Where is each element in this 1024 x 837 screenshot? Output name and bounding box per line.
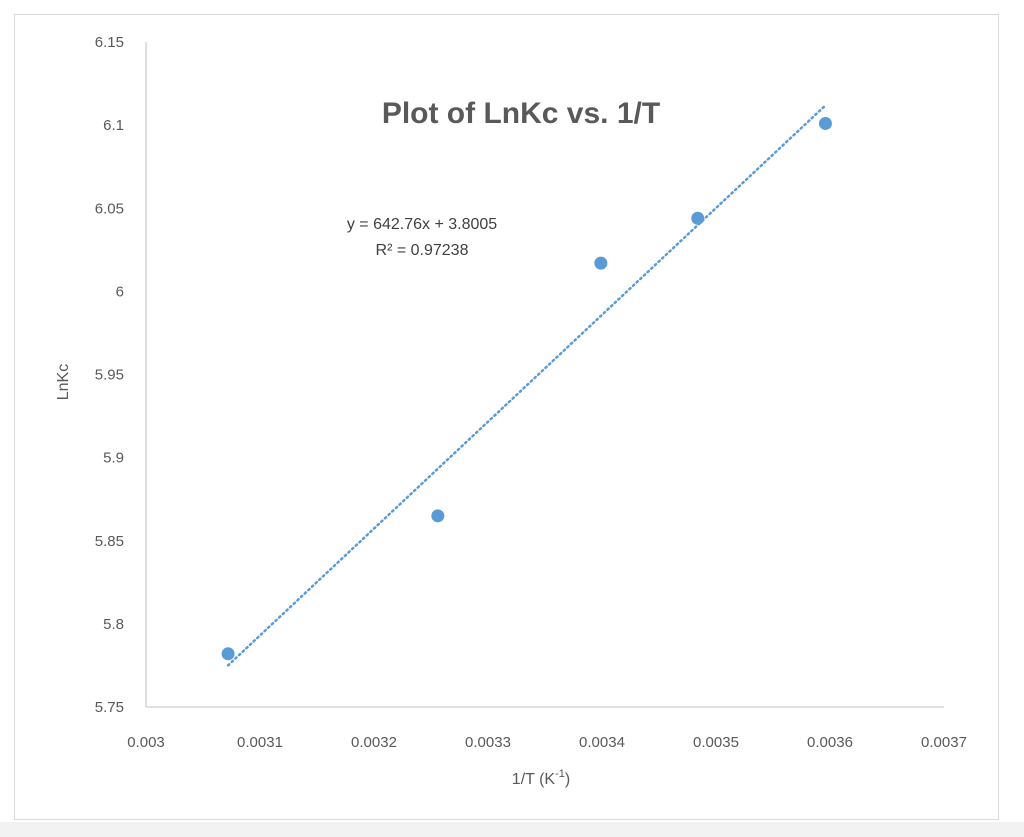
y-tick-label: 5.85	[95, 533, 124, 550]
trendline-r-squared: R² = 0.97238	[376, 242, 469, 259]
x-tick-label: 0.0032	[351, 734, 397, 751]
x-axis-title: 1/T (K-1)	[512, 768, 570, 788]
y-tick-label: 5.8	[103, 616, 124, 633]
y-tick-label: 6	[116, 283, 124, 300]
data-points	[221, 116, 832, 661]
y-tick-label: 5.9	[103, 450, 124, 467]
x-tick-label: 0.0034	[579, 734, 625, 751]
x-tick-label: 0.0033	[465, 734, 511, 751]
data-point	[594, 256, 608, 270]
y-tick-label: 5.75	[95, 699, 124, 716]
x-tick-label: 0.0036	[807, 734, 853, 751]
axes	[145, 42, 944, 708]
x-tick-label: 0.003	[127, 734, 165, 751]
y-tick-label: 6.05	[95, 200, 124, 217]
data-point	[691, 211, 705, 225]
chart-area	[14, 14, 999, 820]
bottom-strip	[0, 822, 1024, 837]
data-point	[221, 647, 235, 661]
x-tick-label: 0.0037	[921, 734, 967, 751]
x-tick-label: 0.0035	[693, 734, 739, 751]
trendline-equation: y = 642.76x + 3.8005	[347, 216, 497, 233]
chart-title: Plot of LnKc vs. 1/T	[382, 97, 660, 130]
data-point	[431, 509, 445, 523]
x-axis-title-superscript: -1	[555, 768, 565, 780]
y-tick-label: 6.1	[103, 117, 124, 134]
y-axis-title: LnKc	[55, 364, 72, 400]
y-tick-label: 6.15	[95, 34, 124, 51]
x-axis-title-close: )	[565, 771, 570, 788]
x-tick-labels: 0.003 0.0031 0.0032 0.0033 0.0034 0.0035 0.003…	[127, 734, 967, 751]
data-point	[818, 116, 832, 130]
trendline	[226, 104, 827, 667]
x-axis-title-main: 1/T (K	[512, 771, 556, 788]
y-tick-label: 5.95	[95, 367, 124, 384]
x-tick-label: 0.0031	[237, 734, 283, 751]
y-tick-labels: 5.75 5.8 5.85 5.9 5.95 6 6.05 6.1 6.15	[95, 34, 124, 716]
